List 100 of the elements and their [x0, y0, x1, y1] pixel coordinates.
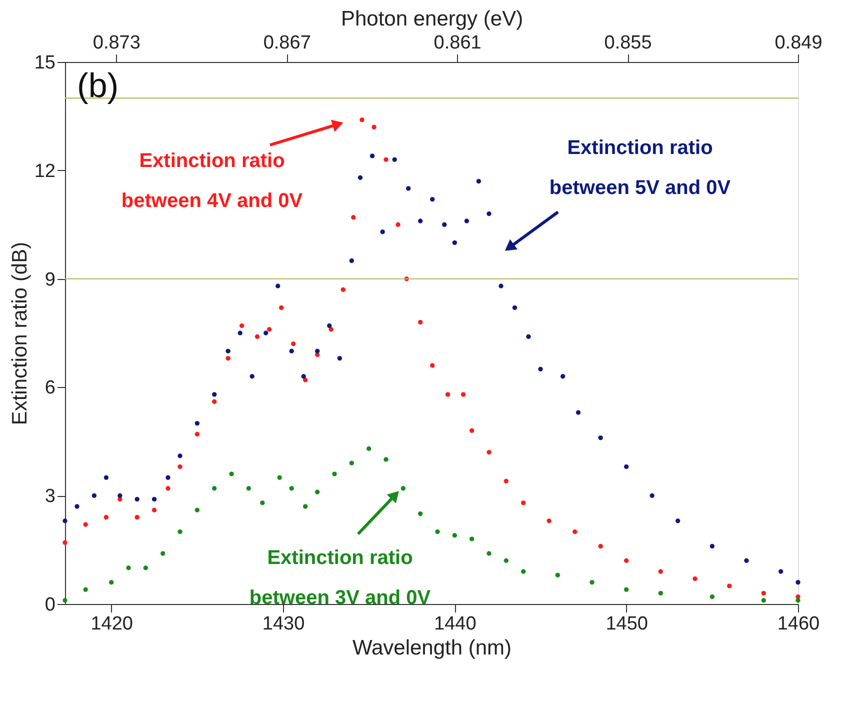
- annotation: Extinction ratio between 3V and 0V: [249, 547, 432, 609]
- point: [726, 584, 732, 588]
- point: [246, 486, 252, 491]
- point: [464, 218, 470, 224]
- point: [160, 551, 166, 556]
- point: [555, 572, 560, 578]
- point: [315, 490, 320, 494]
- point: [396, 222, 400, 227]
- point: [486, 450, 492, 455]
- point: [290, 342, 296, 346]
- point: [229, 472, 234, 476]
- point: [143, 566, 148, 570]
- point: [212, 399, 217, 404]
- y-tick-label: 12: [34, 160, 56, 182]
- point: [400, 486, 406, 491]
- point: [650, 493, 654, 498]
- point: [166, 486, 170, 491]
- point: [254, 334, 260, 339]
- point: [445, 392, 450, 397]
- point: [250, 374, 254, 379]
- point: [624, 558, 629, 563]
- point: [572, 529, 578, 534]
- point: [83, 522, 88, 527]
- point: [302, 378, 308, 382]
- point: [384, 157, 388, 162]
- point: [430, 363, 435, 368]
- point: [238, 330, 242, 336]
- point: [340, 287, 346, 292]
- point: [624, 464, 629, 470]
- point: [576, 410, 581, 415]
- point: [512, 305, 518, 310]
- y-tick-label: 9: [44, 269, 56, 290]
- point: [384, 457, 388, 462]
- point: [166, 475, 170, 480]
- point: [598, 435, 603, 440]
- point: [278, 305, 284, 310]
- point: [358, 175, 363, 180]
- point: [332, 472, 337, 476]
- annotation: (b): [77, 67, 119, 105]
- x2-tick-label: 0.867: [263, 32, 311, 54]
- point: [83, 587, 88, 592]
- point: [266, 327, 272, 332]
- point: [277, 475, 282, 480]
- point: [194, 508, 200, 512]
- point: [109, 580, 114, 585]
- point: [392, 157, 397, 162]
- point: [504, 558, 509, 563]
- point: [520, 500, 526, 506]
- y-axis-title: Extinction ratio (dB): [8, 242, 32, 426]
- x-tick-label: 1450: [606, 614, 648, 634]
- point: [370, 154, 375, 158]
- point: [538, 366, 543, 372]
- point: [675, 518, 680, 524]
- point: [260, 500, 265, 506]
- point: [134, 514, 140, 520]
- point: [761, 590, 766, 596]
- point: [226, 356, 230, 361]
- point: [126, 566, 131, 570]
- x-axis-title: Wavelength (nm): [352, 636, 512, 660]
- point: [118, 493, 122, 498]
- point: [406, 186, 411, 191]
- point: [349, 258, 354, 264]
- point: [452, 240, 458, 246]
- point: [590, 580, 594, 585]
- point: [178, 529, 182, 534]
- point: [264, 330, 268, 336]
- point: [418, 511, 423, 516]
- point: [418, 320, 423, 324]
- point: [710, 544, 715, 549]
- y-tick-label: 3: [44, 486, 56, 508]
- point: [366, 446, 372, 451]
- point: [212, 486, 217, 491]
- point: [212, 392, 217, 397]
- point: [104, 514, 109, 520]
- point: [134, 496, 140, 502]
- point: [152, 496, 157, 502]
- point: [520, 569, 526, 574]
- point: [624, 587, 629, 592]
- point: [178, 454, 182, 458]
- point: [460, 392, 466, 397]
- point: [442, 222, 447, 227]
- point: [194, 420, 200, 426]
- point: [62, 598, 68, 603]
- point: [74, 504, 80, 509]
- point: [327, 323, 332, 328]
- y-tick-label: 0: [44, 594, 56, 616]
- point: [658, 569, 664, 574]
- point: [486, 551, 492, 556]
- x-tick-label: 1460: [777, 614, 820, 634]
- point: [349, 460, 354, 466]
- x-tick-label: 1420: [90, 614, 133, 634]
- point: [92, 493, 97, 498]
- point: [546, 518, 552, 524]
- x2-tick-label: 0.873: [92, 32, 140, 54]
- point: [351, 215, 356, 220]
- point: [504, 478, 509, 484]
- annotation: Extinction ratio between 5V and 0V: [549, 137, 732, 199]
- point: [337, 356, 342, 361]
- x2-tick-label: 0.855: [604, 32, 652, 54]
- point: [744, 558, 749, 563]
